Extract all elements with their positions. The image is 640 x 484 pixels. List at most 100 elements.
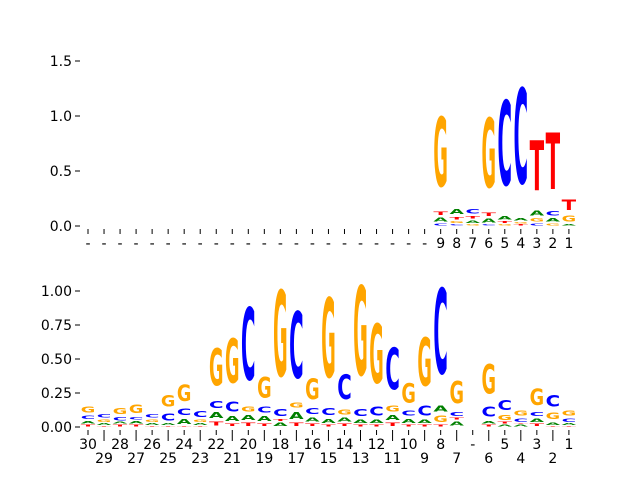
x-tick-label: 27	[127, 451, 145, 467]
logo-letter-G: G	[321, 277, 336, 404]
logo-letter-G: G	[562, 409, 577, 417]
logo-letter-G: G	[482, 355, 497, 403]
x-tick-label: -	[101, 236, 106, 252]
x-tick-label: 1	[564, 437, 573, 453]
x-tick-label: -	[118, 236, 123, 252]
x-tick-label: -	[214, 236, 219, 252]
x-tick-label: 30	[79, 437, 97, 453]
y-tick-label: 1.5	[50, 54, 72, 70]
logo-letter-T: T	[225, 423, 240, 427]
logo-letter-A: A	[514, 425, 529, 428]
logo-letter-T: T	[273, 419, 288, 422]
x-tick-label: 10	[400, 437, 418, 453]
x-tick-label: 20	[239, 437, 257, 453]
x-tick-label: -	[278, 236, 283, 252]
logo-letter-G: G	[417, 324, 432, 401]
logo-letter-T: T	[177, 426, 192, 427]
logo-letter-G: G	[482, 100, 497, 211]
logo-letter-A: A	[177, 418, 192, 426]
logo-letter-G: G	[433, 99, 448, 210]
logo-letter-G: G	[113, 407, 128, 416]
x-tick-label: -	[358, 236, 363, 252]
logo-letter-C: C	[498, 77, 512, 212]
logo-letter-T: T	[193, 426, 208, 427]
logo-letter-C: C	[289, 293, 304, 399]
logo-letter-C: C	[514, 63, 529, 215]
x-tick-label: 21	[223, 451, 241, 467]
logo-letter-G: G	[514, 409, 529, 417]
x-tick-label: -	[390, 236, 395, 252]
logo-letter-C: C	[482, 405, 497, 421]
y-tick-label: 0.50	[41, 352, 72, 368]
logo-letter-A: A	[161, 423, 176, 426]
x-tick-label: 1	[564, 236, 573, 252]
logo-letter-A: A	[385, 414, 400, 422]
x-tick-label: 7	[452, 451, 461, 467]
logo-letter-T: T	[482, 425, 497, 428]
x-tick-label: 23	[191, 451, 209, 467]
logo-letter-C: C	[562, 418, 577, 423]
logo-letter-G: G	[337, 408, 352, 416]
logo-letter-T: T	[482, 212, 497, 217]
logo-letter-A: A	[97, 423, 112, 426]
logo-letter-G: G	[81, 406, 96, 415]
x-tick-label: -	[406, 236, 411, 252]
logo-letter-C: C	[449, 224, 464, 226]
x-tick-label: 24	[175, 437, 193, 453]
logo-letter-A: A	[209, 411, 224, 420]
x-tick-label: 9	[436, 236, 445, 252]
logo-letter-T: T	[257, 423, 272, 427]
logo-letter-C: C	[433, 265, 448, 402]
logo-letter-C: C	[129, 417, 144, 421]
top-logo-panel: 0.00.51.01.5- - - - - - - - - - - - - - - - - - - - - -9 8 7 6 5 4…	[50, 54, 576, 252]
logo-letter-A: A	[321, 418, 336, 424]
x-tick-label: 4	[516, 451, 525, 467]
logo-letter-T: T	[289, 422, 304, 427]
logo-letter-T: T	[417, 425, 432, 428]
logo-letter-A: A	[530, 418, 545, 423]
x-tick-label: 2	[548, 451, 557, 467]
x-tick-label: 7	[468, 236, 477, 252]
y-tick-label: 1.0	[50, 109, 72, 125]
logo-letter-A: A	[546, 217, 561, 222]
logo-letter-T: T	[401, 425, 416, 428]
x-tick-label: 4	[516, 236, 525, 252]
logo-letter-G: G	[498, 224, 512, 226]
x-tick-label: -	[342, 236, 347, 252]
logo-letter-C: C	[305, 407, 320, 416]
x-tick-label: 15	[320, 451, 338, 467]
logo-letter-A: A	[193, 423, 208, 426]
x-tick-label: 5	[500, 236, 509, 252]
x-tick-label: -	[422, 236, 427, 252]
logo-letter-C: C	[530, 411, 545, 417]
logo-letter-A: A	[417, 419, 432, 424]
logo-letter-A: A	[145, 423, 160, 426]
logo-letter-T: T	[129, 425, 144, 428]
x-tick-label: -	[230, 236, 235, 252]
logo-letter-G: G	[177, 381, 192, 407]
logo-letter-T: T	[113, 425, 128, 428]
logo-letter-A: A	[369, 419, 384, 424]
logo-letter-C: C	[241, 288, 256, 403]
x-tick-label: 8	[452, 236, 461, 252]
logo-letter-A: A	[465, 220, 481, 224]
logo-letter-T: T	[530, 127, 545, 207]
logo-letter-G: G	[193, 419, 208, 423]
logo-letter-G: G	[129, 403, 144, 416]
logo-letter-G: G	[225, 326, 240, 397]
logo-letter-C: C	[514, 418, 529, 423]
logo-letter-G: G	[546, 411, 561, 421]
logo-letter-A: A	[353, 419, 368, 424]
logo-letter-G: G	[401, 377, 416, 409]
logo-letter-A: A	[449, 207, 464, 216]
logo-letter-C: C	[273, 407, 288, 419]
x-tick-label: 6	[484, 451, 493, 467]
logo-letter-T: T	[465, 215, 480, 219]
logo-letter-A: A	[482, 421, 498, 425]
logo-letter-A: A	[129, 421, 145, 425]
logo-letter-T: T	[81, 425, 96, 428]
logo-letter-C: C	[337, 368, 352, 408]
logo-letter-A: A	[498, 215, 513, 220]
x-tick-label: 12	[368, 437, 386, 453]
x-tick-label: 17	[287, 451, 305, 467]
